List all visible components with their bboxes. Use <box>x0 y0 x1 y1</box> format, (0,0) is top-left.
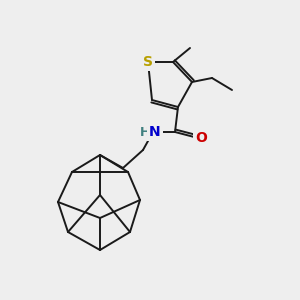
Text: N: N <box>149 125 161 139</box>
Text: S: S <box>143 55 153 69</box>
Text: O: O <box>195 131 207 145</box>
Text: H: H <box>140 125 150 139</box>
